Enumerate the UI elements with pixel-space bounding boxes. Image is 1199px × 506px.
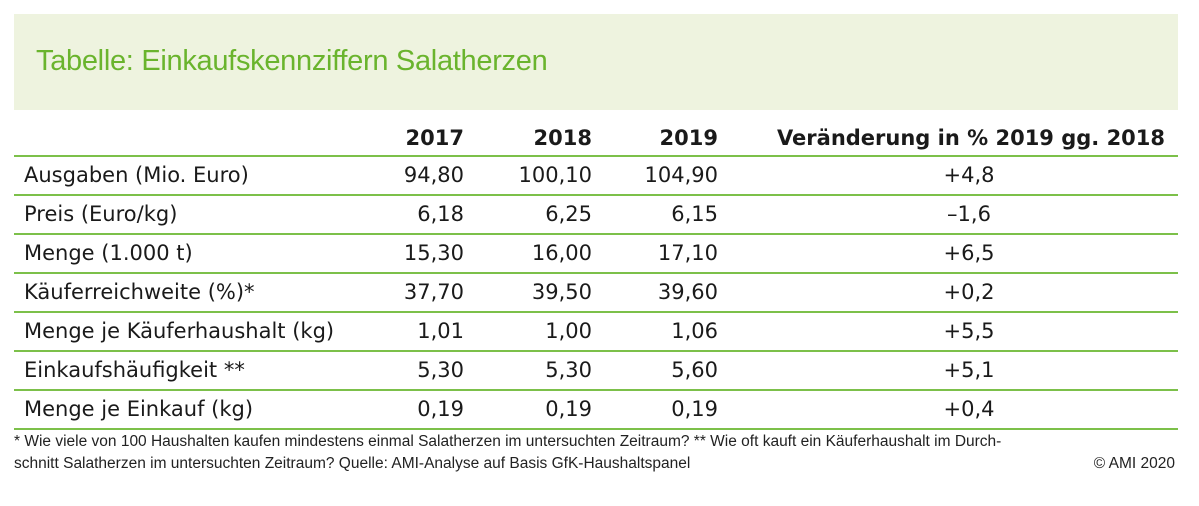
- data-table: 2017 2018 2019 Veränderung in % 2019 gg.…: [14, 119, 1178, 430]
- table-row: Käuferreichweite (%)* 37,70 39,50 39,60 …: [14, 274, 1178, 313]
- cell-2018: 6,25: [545, 202, 592, 226]
- cell-2018: 39,50: [531, 280, 592, 304]
- cell-2017: 0,19: [417, 397, 464, 421]
- row-label: Preis (Euro/kg): [24, 202, 178, 226]
- cell-change: +6,5: [943, 241, 995, 265]
- header-2018: 2018: [533, 126, 592, 150]
- cell-2017: 37,70: [403, 280, 464, 304]
- title-band: [14, 14, 1178, 110]
- cell-2018: 5,30: [545, 358, 592, 382]
- row-label: Menge je Käuferhaushalt (kg): [24, 319, 335, 343]
- row-label: Menge (1.000 t): [24, 241, 193, 265]
- cell-2017: 1,01: [417, 319, 464, 343]
- header-2017: 2017: [405, 126, 464, 150]
- cell-change: +5,5: [943, 319, 995, 343]
- cell-change: +0,2: [943, 280, 995, 304]
- cell-2019: 6,15: [671, 202, 718, 226]
- cell-2019: 104,90: [644, 163, 718, 187]
- table-row: Ausgaben (Mio. Euro) 94,80 100,10 104,90…: [14, 157, 1178, 196]
- page-title: Tabelle: Einkaufskennziffern Salatherzen: [36, 45, 548, 77]
- cell-change: +4,8: [943, 163, 995, 187]
- cell-2018: 1,00: [545, 319, 592, 343]
- cell-2018: 100,10: [518, 163, 592, 187]
- row-label: Ausgaben (Mio. Euro): [24, 163, 249, 187]
- cell-2019: 5,60: [671, 358, 718, 382]
- cell-2019: 17,10: [657, 241, 718, 265]
- table-row: Menge je Einkauf (kg) 0,19 0,19 0,19 +0,…: [14, 391, 1178, 430]
- cell-2019: 1,06: [671, 319, 718, 343]
- header-change: Veränderung in % 2019 gg. 2018: [776, 126, 1166, 150]
- cell-2019: 0,19: [671, 397, 718, 421]
- row-label: Einkaufshäufigkeit **: [24, 358, 245, 382]
- cell-change: –1,6: [947, 202, 991, 226]
- footnote: * Wie viele von 100 Haushalten kaufen mi…: [14, 431, 1164, 475]
- cell-2017: 15,30: [403, 241, 464, 265]
- footnote-line-2: schnitt Salatherzen im untersuchten Zeit…: [14, 455, 691, 472]
- cell-2018: 16,00: [531, 241, 592, 265]
- cell-2019: 39,60: [657, 280, 718, 304]
- table-row: Menge (1.000 t) 15,30 16,00 17,10 +6,5: [14, 235, 1178, 274]
- table-header-row: 2017 2018 2019 Veränderung in % 2019 gg.…: [14, 119, 1178, 157]
- row-label: Käuferreichweite (%)*: [24, 280, 255, 304]
- table-row: Menge je Käuferhaushalt (kg) 1,01 1,00 1…: [14, 313, 1178, 352]
- cell-2017: 94,80: [403, 163, 464, 187]
- header-2019: 2019: [659, 126, 718, 150]
- cell-2018: 0,19: [545, 397, 592, 421]
- row-label: Menge je Einkauf (kg): [24, 397, 254, 421]
- table-row: Einkaufshäufigkeit ** 5,30 5,30 5,60 +5,…: [14, 352, 1178, 391]
- cell-2017: 6,18: [417, 202, 464, 226]
- cell-2017: 5,30: [417, 358, 464, 382]
- footnote-line-1: * Wie viele von 100 Haushalten kaufen mi…: [14, 433, 1002, 450]
- table-row: Preis (Euro/kg) 6,18 6,25 6,15 –1,6: [14, 196, 1178, 235]
- cell-change: +0,4: [943, 397, 995, 421]
- copyright-notice: © AMI 2020: [1093, 455, 1175, 472]
- cell-change: +5,1: [943, 358, 995, 382]
